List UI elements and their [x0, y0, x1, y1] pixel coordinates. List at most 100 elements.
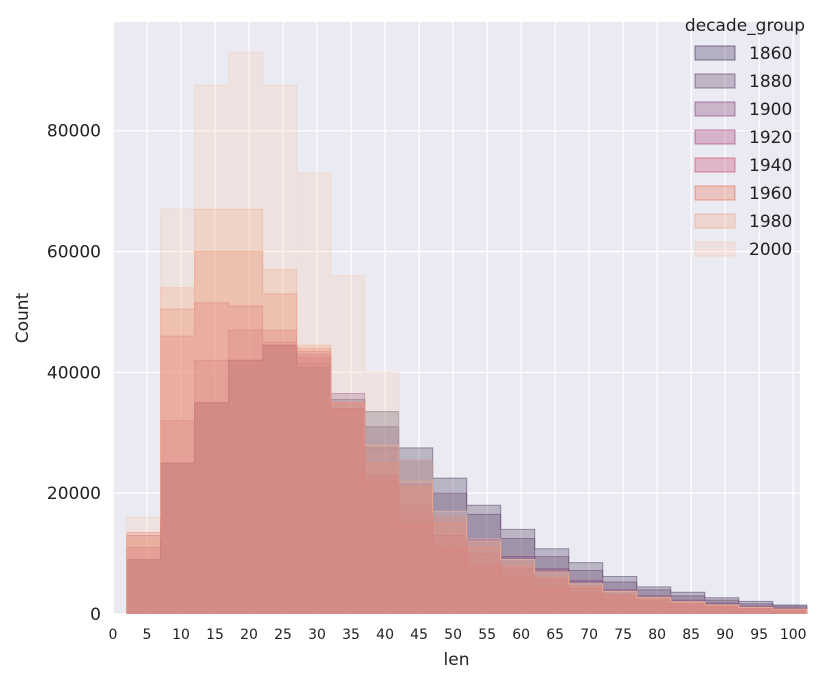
step-outline-1900: [126, 344, 808, 614]
x-tick-label: 40: [376, 627, 394, 643]
step-outline-1980: [126, 208, 808, 614]
bar-1920-87: [704, 606, 739, 614]
x-tick-label: 65: [546, 627, 564, 643]
legend-swatch: [694, 129, 736, 145]
step-outline-1920: [126, 329, 808, 614]
bar-1920-92: [738, 607, 773, 614]
legend-label: 1880: [749, 72, 792, 92]
bar-1940-72: [602, 598, 637, 614]
bar-1900-37: [364, 447, 399, 614]
x-tick-label: 0: [109, 627, 118, 643]
x-tick-label: 80: [648, 627, 666, 643]
bar-1920-77: [636, 600, 671, 614]
bar-1960-42: [398, 487, 433, 614]
bar-1920-12: [194, 360, 229, 614]
bar-2000-12: [194, 85, 229, 614]
bar-1980-67: [568, 583, 603, 614]
bar-2000-47: [432, 511, 467, 614]
legend-label: 1900: [749, 100, 792, 120]
bar-1920-52: [466, 553, 501, 614]
bar-1960-52: [466, 547, 501, 614]
x-axis-label: len: [444, 650, 470, 670]
bar-1940-12: [194, 302, 229, 614]
bar-1920-7: [160, 420, 195, 614]
legend-label: 2000: [749, 240, 792, 260]
bar-1860-42: [398, 447, 433, 614]
plot-area: [113, 22, 800, 614]
bar-1880-17: [228, 360, 263, 614]
bar-1940-67: [568, 594, 603, 614]
bar-1940-32: [330, 408, 365, 614]
bar-1860-17: [228, 360, 263, 614]
legend-item-1980: 1980: [694, 212, 792, 232]
bar-1920-17: [228, 330, 263, 614]
x-tick-label: 20: [240, 627, 258, 643]
bar-2000-72: [602, 591, 637, 614]
bar-1960-47: [432, 523, 467, 614]
bar-2000-57: [500, 559, 535, 614]
bar-1980-62: [534, 571, 569, 614]
bar-1920-37: [364, 475, 399, 614]
step-outline-1880: [126, 344, 808, 614]
bar-1860-82: [670, 592, 705, 614]
bar-1940-7: [160, 336, 195, 614]
bar-1980-92: [738, 607, 773, 614]
bar-1880-52: [466, 514, 501, 614]
bar-2000-82: [670, 601, 705, 614]
bar-1980-42: [398, 481, 433, 614]
x-tick-label: 60: [512, 627, 530, 643]
x-tick-label: 85: [682, 627, 700, 643]
bar-2000-27: [296, 173, 331, 615]
legend-swatch: [694, 213, 736, 229]
bar-2000-52: [466, 538, 501, 614]
legend-swatch: [694, 157, 736, 173]
bar-1920-67: [568, 588, 603, 614]
bar-1940-87: [704, 607, 739, 614]
bar-1860-72: [602, 576, 637, 614]
series-1920: [126, 329, 808, 614]
bar-1940-47: [432, 547, 467, 614]
bar-1980-17: [228, 209, 263, 614]
bar-1940-52: [466, 565, 501, 614]
bar-1980-7: [160, 287, 195, 614]
bar-1880-2: [126, 559, 161, 614]
bar-1960-82: [670, 603, 705, 614]
bar-1940-17: [228, 305, 263, 614]
bar-1900-27: [296, 357, 331, 614]
bar-1980-12: [194, 209, 229, 614]
bar-1980-77: [636, 597, 671, 614]
bar-1880-27: [296, 363, 331, 614]
bar-2000-87: [704, 604, 739, 614]
legend-item-1960: 1960: [694, 184, 792, 204]
bar-1880-7: [160, 462, 195, 614]
y-axis: 0 20000 40000 60000 80000: [47, 122, 101, 625]
series-1860: [126, 344, 808, 614]
bar-1960-17: [228, 251, 263, 614]
bar-1920-22: [262, 342, 297, 614]
bar-1960-37: [364, 462, 399, 614]
bar-2000-22: [262, 85, 297, 614]
x-tick-label: 70: [580, 627, 598, 643]
bar-1920-72: [602, 595, 637, 614]
x-tick-label: 45: [410, 627, 428, 643]
legend-label: 1960: [749, 184, 792, 204]
bar-1880-37: [364, 426, 399, 614]
bar-1860-62: [534, 548, 569, 614]
bar-1900-42: [398, 484, 433, 614]
bar-1980-97: [772, 609, 807, 614]
bar-1960-27: [296, 348, 331, 614]
x-tick-label: 95: [750, 627, 768, 643]
series-layer: [126, 51, 808, 615]
bar-2000-92: [738, 607, 773, 614]
bar-1960-72: [602, 594, 637, 614]
bar-1860-47: [432, 478, 467, 614]
legend-swatch: [694, 73, 736, 89]
bar-1960-77: [636, 598, 671, 614]
bar-1900-77: [636, 595, 671, 614]
legend-swatch: [694, 241, 736, 257]
step-outline-2000: [126, 51, 808, 614]
series-1880: [126, 344, 808, 614]
bar-1960-12: [194, 251, 229, 614]
bar-1860-12: [194, 402, 229, 614]
